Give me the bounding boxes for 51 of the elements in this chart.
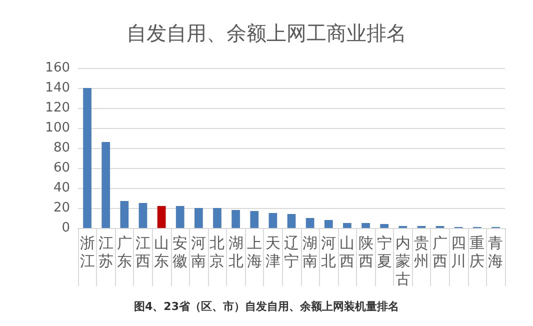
x-tick-label: 湖北: [228, 234, 244, 270]
bar: [250, 211, 259, 228]
y-tick-label: 160: [45, 60, 70, 76]
bar: [343, 223, 352, 228]
bar: [380, 224, 389, 228]
x-tick-label: 山西: [340, 234, 355, 270]
x-tick-label: 北京: [210, 234, 225, 270]
bar: [306, 218, 314, 228]
x-tick-label: 河南: [191, 234, 206, 270]
x-tick-label: 辽宁: [284, 234, 299, 270]
y-tick-label: 60: [53, 160, 70, 176]
bar: [194, 208, 203, 228]
y-tick-label: 100: [45, 120, 70, 136]
x-tick-label: 内蒙古: [395, 234, 410, 288]
caption: 图4、23省（区、市）自发自用、余额上网装机量排名: [134, 300, 399, 313]
x-tick-label: 上海: [246, 234, 262, 270]
bar: [324, 220, 333, 228]
y-tick-label: 140: [45, 80, 70, 96]
bar: [176, 206, 184, 228]
bar: [120, 201, 129, 228]
bar: [83, 88, 92, 228]
x-tick-label: 山东: [154, 234, 170, 270]
x-tick-label: 贵州: [414, 234, 429, 270]
x-tick-label: 安徽: [172, 234, 188, 270]
x-tick-label: 陕西: [358, 234, 374, 270]
x-tick-label: 广西: [432, 234, 448, 270]
bar: [362, 223, 370, 228]
bar: [268, 213, 278, 228]
bar: [213, 208, 222, 228]
bar: [287, 214, 296, 228]
x-tick-label: 江苏: [98, 234, 114, 270]
x-tick-label: 广东: [116, 234, 132, 270]
bar: [102, 142, 110, 228]
y-tick-label: 120: [45, 100, 70, 116]
bar: [232, 210, 240, 228]
bar: [138, 203, 148, 228]
x-tick-label: 四川: [451, 234, 466, 270]
x-tick-label: 天津: [265, 234, 280, 270]
x-tick-label: 河北: [321, 234, 336, 270]
x-tick-label: 浙江: [80, 234, 95, 270]
x-tick-label: 宁夏: [376, 234, 392, 270]
y-tick-label: 0: [62, 220, 70, 236]
x-tick-label: 青海: [488, 234, 504, 270]
x-tick-label: 湖南: [302, 234, 318, 270]
bar: [157, 206, 166, 228]
x-tick-label: 重庆: [470, 234, 485, 270]
y-tick-label: 80: [53, 140, 70, 156]
y-tick-label: 40: [53, 180, 70, 196]
chart-title: 自发自用、余额上网工商业排名: [126, 21, 406, 45]
y-tick-label: 20: [53, 200, 70, 216]
x-tick-label: 江西: [135, 234, 150, 270]
